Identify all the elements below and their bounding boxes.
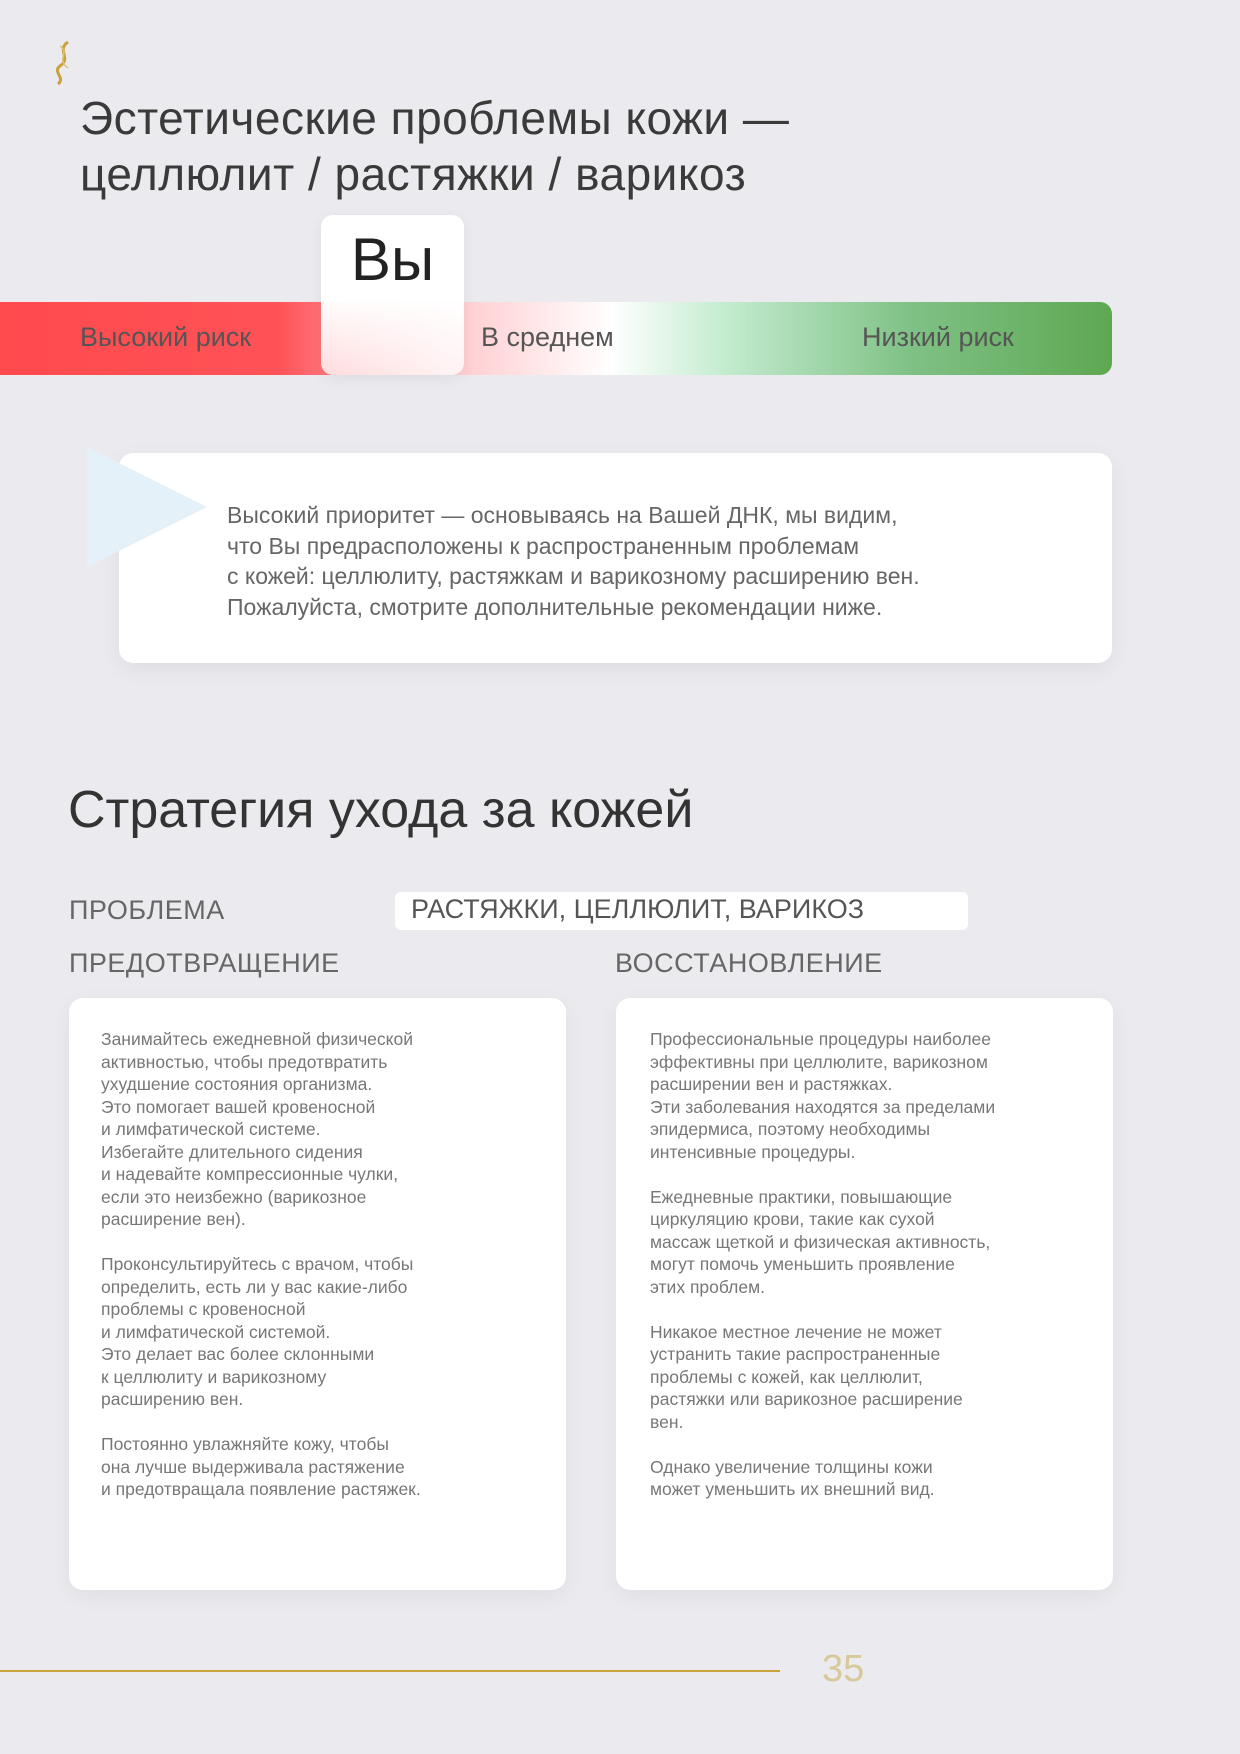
recovery-label: ВОССТАНОВЛЕНИЕ bbox=[615, 948, 883, 978]
page-number: 35 bbox=[822, 1648, 865, 1690]
dna-logo-icon bbox=[55, 40, 69, 86]
problem-label: ПРОБЛЕМА bbox=[69, 895, 225, 925]
recovery-card: Профессиональные процедуры наиболее эффе… bbox=[616, 998, 1113, 1590]
problem-value: РАСТЯЖКИ, ЦЕЛЛЮЛИТ, ВАРИКОЗ bbox=[395, 892, 968, 930]
title-line-1: Эстетические проблемы кожи — bbox=[80, 92, 790, 144]
you-marker: Вы bbox=[321, 215, 464, 375]
average-label: В среднем bbox=[481, 322, 614, 352]
footer-divider bbox=[0, 1670, 780, 1672]
section-title: Стратегия ухода за кожей bbox=[68, 781, 694, 839]
prevention-label: ПРЕДОТВРАЩЕНИЕ bbox=[69, 948, 340, 978]
callout-text: Высокий приоритет — основываясь на Вашей… bbox=[227, 502, 920, 620]
page-title: Эстетические проблемы кожи — целлюлит / … bbox=[80, 90, 789, 202]
title-line-2: целлюлит / растяжки / варикоз bbox=[80, 148, 747, 200]
priority-callout bbox=[119, 453, 1112, 663]
low-risk-label: Низкий риск bbox=[862, 322, 1014, 352]
triangle-pointer-icon bbox=[87, 447, 207, 567]
risk-scale-bar bbox=[0, 302, 1112, 375]
high-risk-label: Высокий риск bbox=[80, 322, 252, 352]
prevention-card: Занимайтесь ежедневной физической активн… bbox=[69, 998, 566, 1590]
you-label: Вы bbox=[350, 226, 435, 293]
